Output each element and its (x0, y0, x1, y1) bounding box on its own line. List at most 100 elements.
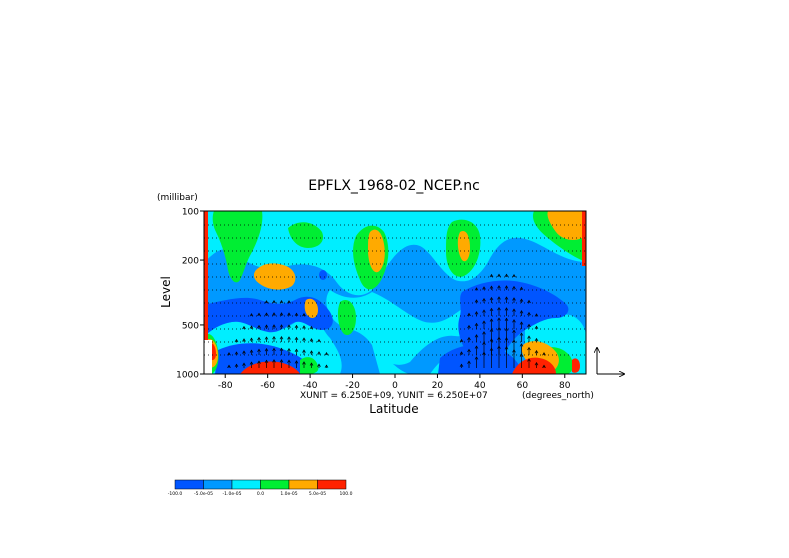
ep-flux-arrow (302, 349, 306, 355)
ep-flux-arrow (302, 337, 306, 342)
contour-dark-blue-surface-north (438, 345, 522, 374)
ep-flux-arrow (489, 285, 494, 290)
ep-flux-arrow (482, 351, 486, 368)
contour-orange-north (457, 230, 470, 262)
ep-flux-arrow (302, 313, 306, 317)
ep-flux-arrow (504, 285, 509, 290)
color-bar-swatch (288, 479, 318, 490)
y-tick-label: 500 (182, 321, 199, 331)
y-axis-label: Level (159, 276, 173, 308)
ep-flux-arrow (497, 285, 501, 290)
ep-flux-arrow (227, 352, 231, 356)
ep-flux-arrow (264, 300, 269, 304)
ep-flux-arrow (287, 359, 291, 368)
color-bar-label: -1.0e-05 (223, 491, 242, 497)
ep-flux-arrow (474, 345, 479, 355)
ep-flux-arrow (519, 298, 524, 303)
contour-red-edge-south (204, 211, 208, 341)
x-axis: -80 -60 -40 -20 0 20 40 60 80 (218, 374, 571, 391)
ep-flux-arrow (317, 351, 321, 355)
color-bar-label: 1.0e-05 (280, 491, 297, 497)
ep-flux-arrow (279, 324, 284, 329)
ep-flux-arrow (459, 338, 464, 343)
ep-flux-arrow (519, 310, 524, 316)
ep-flux-arrow (279, 300, 284, 304)
ep-flux-arrow (242, 338, 246, 342)
x-axis-label: Latitude (369, 402, 418, 416)
ep-flux-arrow (279, 312, 284, 316)
color-bar-label: 5.0e-05 (309, 491, 326, 497)
ep-flux-arrow (482, 320, 486, 329)
ep-flux-arrow (287, 347, 291, 355)
x-units-label: (degrees_north) (522, 391, 594, 401)
ep-flux-arrow (482, 286, 486, 290)
x-tick-label: 80 (559, 381, 571, 391)
ep-flux-arrow (489, 318, 494, 329)
ep-flux-arrow (519, 353, 524, 368)
ep-flux-arrow (534, 350, 539, 355)
ep-flux-arrow (482, 331, 486, 342)
contour-green-equator (337, 299, 356, 336)
contour-orange-south-low (304, 298, 318, 318)
ep-flux-arrow (504, 317, 509, 329)
ep-flux-arrow (272, 336, 276, 342)
contour-green-surface-mid (300, 357, 319, 374)
ep-flux-arrow (302, 361, 306, 368)
ep-flux-arrow (287, 312, 291, 316)
vector-scale-label: XUNIT = 6.250E+09, YUNIT = 6.250E+07 (300, 391, 488, 401)
ep-flux-arrow (467, 336, 471, 342)
y-axis: 100 200 500 1000 (176, 208, 204, 381)
ep-flux-arrow (317, 363, 321, 368)
ep-flux-arrow (504, 273, 509, 278)
ep-flux-arrow (287, 324, 291, 329)
ep-flux-arrow (519, 343, 524, 355)
ep-flux-arrow (512, 308, 516, 316)
ep-flux-arrow (519, 286, 524, 291)
ep-flux-arrow (512, 297, 516, 303)
ep-flux-arrow (249, 337, 254, 342)
ep-flux-arrow (482, 297, 486, 303)
ep-flux-arrow (302, 325, 306, 329)
ep-flux-arrow (234, 338, 239, 343)
y-units-label: (millibar) (157, 193, 198, 203)
ep-flux-arrow (309, 338, 314, 342)
y-tick-label: 200 (182, 257, 199, 267)
ep-flux-arrow (542, 364, 546, 368)
contour-cyan-middle (326, 290, 492, 365)
ep-flux-arrow (279, 336, 284, 342)
ep-flux-arrow (474, 311, 479, 316)
contour-field (204, 211, 586, 374)
color-bar-swatch (203, 479, 233, 490)
ep-flux-arrow (257, 360, 261, 368)
ep-flux-arrow (467, 324, 471, 329)
ep-flux-arrow (467, 360, 471, 368)
ep-flux-arrow (519, 332, 524, 342)
ep-flux-arrow (249, 325, 254, 329)
reference-vector-key (597, 348, 624, 374)
ep-flux-arrow (497, 296, 501, 303)
ep-flux-arrow (242, 350, 246, 355)
ep-flux-arrow (534, 313, 539, 317)
ep-flux-arrow (294, 312, 299, 316)
ep-flux-arrow (527, 358, 531, 368)
ep-flux-arrow (234, 363, 239, 368)
ep-flux-arrow (272, 324, 276, 329)
ep-flux-arrow (317, 338, 321, 343)
ep-flux-arrow (294, 348, 299, 355)
x-tick-label: 60 (517, 381, 529, 391)
ep-flux-arrow (272, 347, 276, 355)
ep-flux-arrow (309, 350, 314, 355)
ep-flux-arrow (534, 325, 539, 330)
ep-flux-arrow (527, 311, 531, 316)
contour-red-surface-south (240, 361, 300, 374)
ep-flux-arrow (294, 324, 299, 329)
contour-green-south-mid (288, 222, 324, 248)
ep-flux-arrow (264, 348, 269, 355)
ep-flux-arrow (512, 274, 516, 278)
color-bar-swatch (231, 479, 261, 490)
contour-dark-blue-spot (319, 270, 327, 280)
color-bar-swatch (317, 479, 347, 490)
contour-red-edge-north (582, 211, 586, 266)
ep-flux-arrow (279, 347, 284, 355)
